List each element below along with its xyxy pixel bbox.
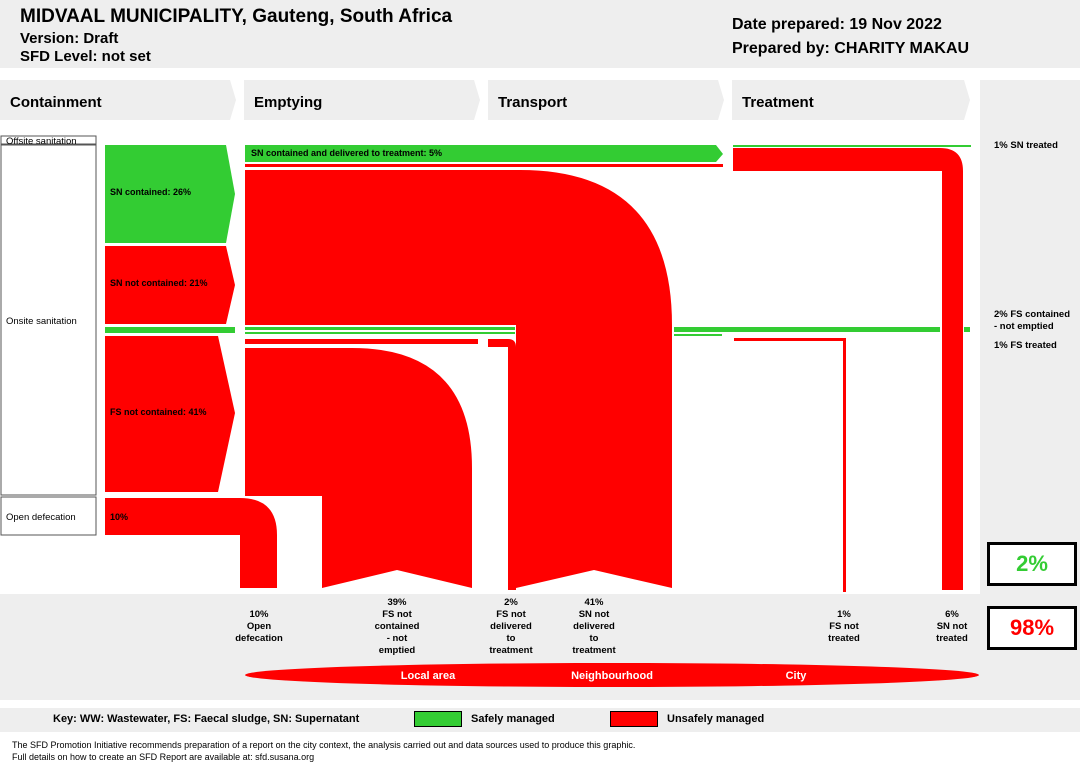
stage-label-containment: Containment [10,94,102,111]
outcome-fs-not-delivered: 2% FS not delivered to treatment [489,597,533,656]
sfd-level-label: SFD Level: not set [20,48,151,65]
flow-fs-not-delivered [488,339,516,590]
flow-fs-not-contained [105,336,235,492]
page-title: MIDVAAL MUNICIPALITY, Gauteng, South Afr… [20,6,453,27]
key-unsafe-swatch [610,711,658,727]
flow-sn-contained [105,145,235,243]
flow-fs-contained-line-c [674,327,940,332]
footnote-line2: Full details on how to create an SFD Rep… [12,752,315,762]
right-panel [980,80,1080,594]
key-panel [0,708,1080,732]
box-offsite [0,135,97,145]
label-open-def-pct: 10% [110,512,128,522]
area-city: City [786,670,808,682]
flow-sn-not-treated [733,148,963,590]
label-sn-not-contained: SN not contained: 21% [110,278,208,288]
stage-label-transport: Transport [498,94,567,111]
total-unsafe-box: 98% [987,606,1077,650]
outcome-fs-not-treated: 1% FS not treated [828,609,860,644]
stage-label-emptying: Emptying [254,94,322,111]
prepared-by: Prepared by: CHARITY MAKAU [732,40,970,57]
area-local: Local area [401,670,456,682]
stage-arrow-containment [0,80,236,120]
flow-fs-contained-line-b [245,332,515,334]
area-ellipse [245,663,979,687]
label-sn-delivered: SN contained and delivered to treatment:… [251,148,442,158]
key-unsafe-label: Unsafely managed [667,713,765,725]
total-safe-box: 2% [987,542,1077,586]
flow-sn-treated-line [733,145,971,147]
area-neighbourhood: Neighbourhood [571,670,653,682]
outcome-open-def: 10% Open defecation [235,609,283,644]
label-fs-treated: 1% FS treated [994,340,1057,351]
label-fs-contained-1: 2% FS contained [994,309,1071,320]
flow-fs-contained-line-e [964,327,970,332]
flow-sn-not-delivered [245,170,672,588]
label-fs-not-contained: FS not contained: 41% [110,407,207,417]
flow-fs-contained-line-a [245,327,515,330]
flow-sn-not-contained [105,246,235,324]
outcome-sn-not-delivered: 41% SN not delivered to treatment [572,597,616,656]
flow-red-thin-emptying [245,164,723,167]
version-label: Version: Draft [20,30,119,47]
header-panel [0,0,1080,68]
label-offsite: Offsite sanitation [6,136,77,147]
stage-label-treatment: Treatment [742,94,814,111]
stage-arrow-transport [488,80,724,120]
footnote-line1: The SFD Promotion Initiative recommends … [12,740,636,750]
flow-sn-delivered [245,145,723,162]
label-sn-treated: 1% SN treated [994,140,1058,151]
outcome-sn-not-treated: 6% SN not treated [936,609,968,644]
key-safe-label: Safely managed [471,713,555,725]
flow-fs-not-contained-not-emptied [245,348,472,588]
label-onsite: Onsite sanitation [6,316,77,327]
stage-arrow-emptying [244,80,480,120]
box-open-def [0,496,97,536]
key-safe-swatch [414,711,462,727]
date-prepared: Date prepared: 19 Nov 2022 [732,16,942,33]
label-fs-contained-2: - not emptied [994,321,1054,332]
outcome-fs-not-emptied: 39% FS not contained - not emptied [374,597,420,656]
flow-fs-contained-bar [105,327,235,333]
box-onsite [0,144,97,496]
label-open-def: Open defecation [6,512,76,523]
flow-fs-emptied-red [245,339,478,344]
flow-fs-contained-line-d [674,334,722,336]
flow-fs-not-treated [734,338,846,592]
key-text: Key: WW: Wastewater, FS: Faecal sludge, … [53,713,360,725]
flow-open-defecation [105,498,277,588]
label-sn-contained: SN contained: 26% [110,187,191,197]
stage-arrow-treatment [732,80,970,120]
